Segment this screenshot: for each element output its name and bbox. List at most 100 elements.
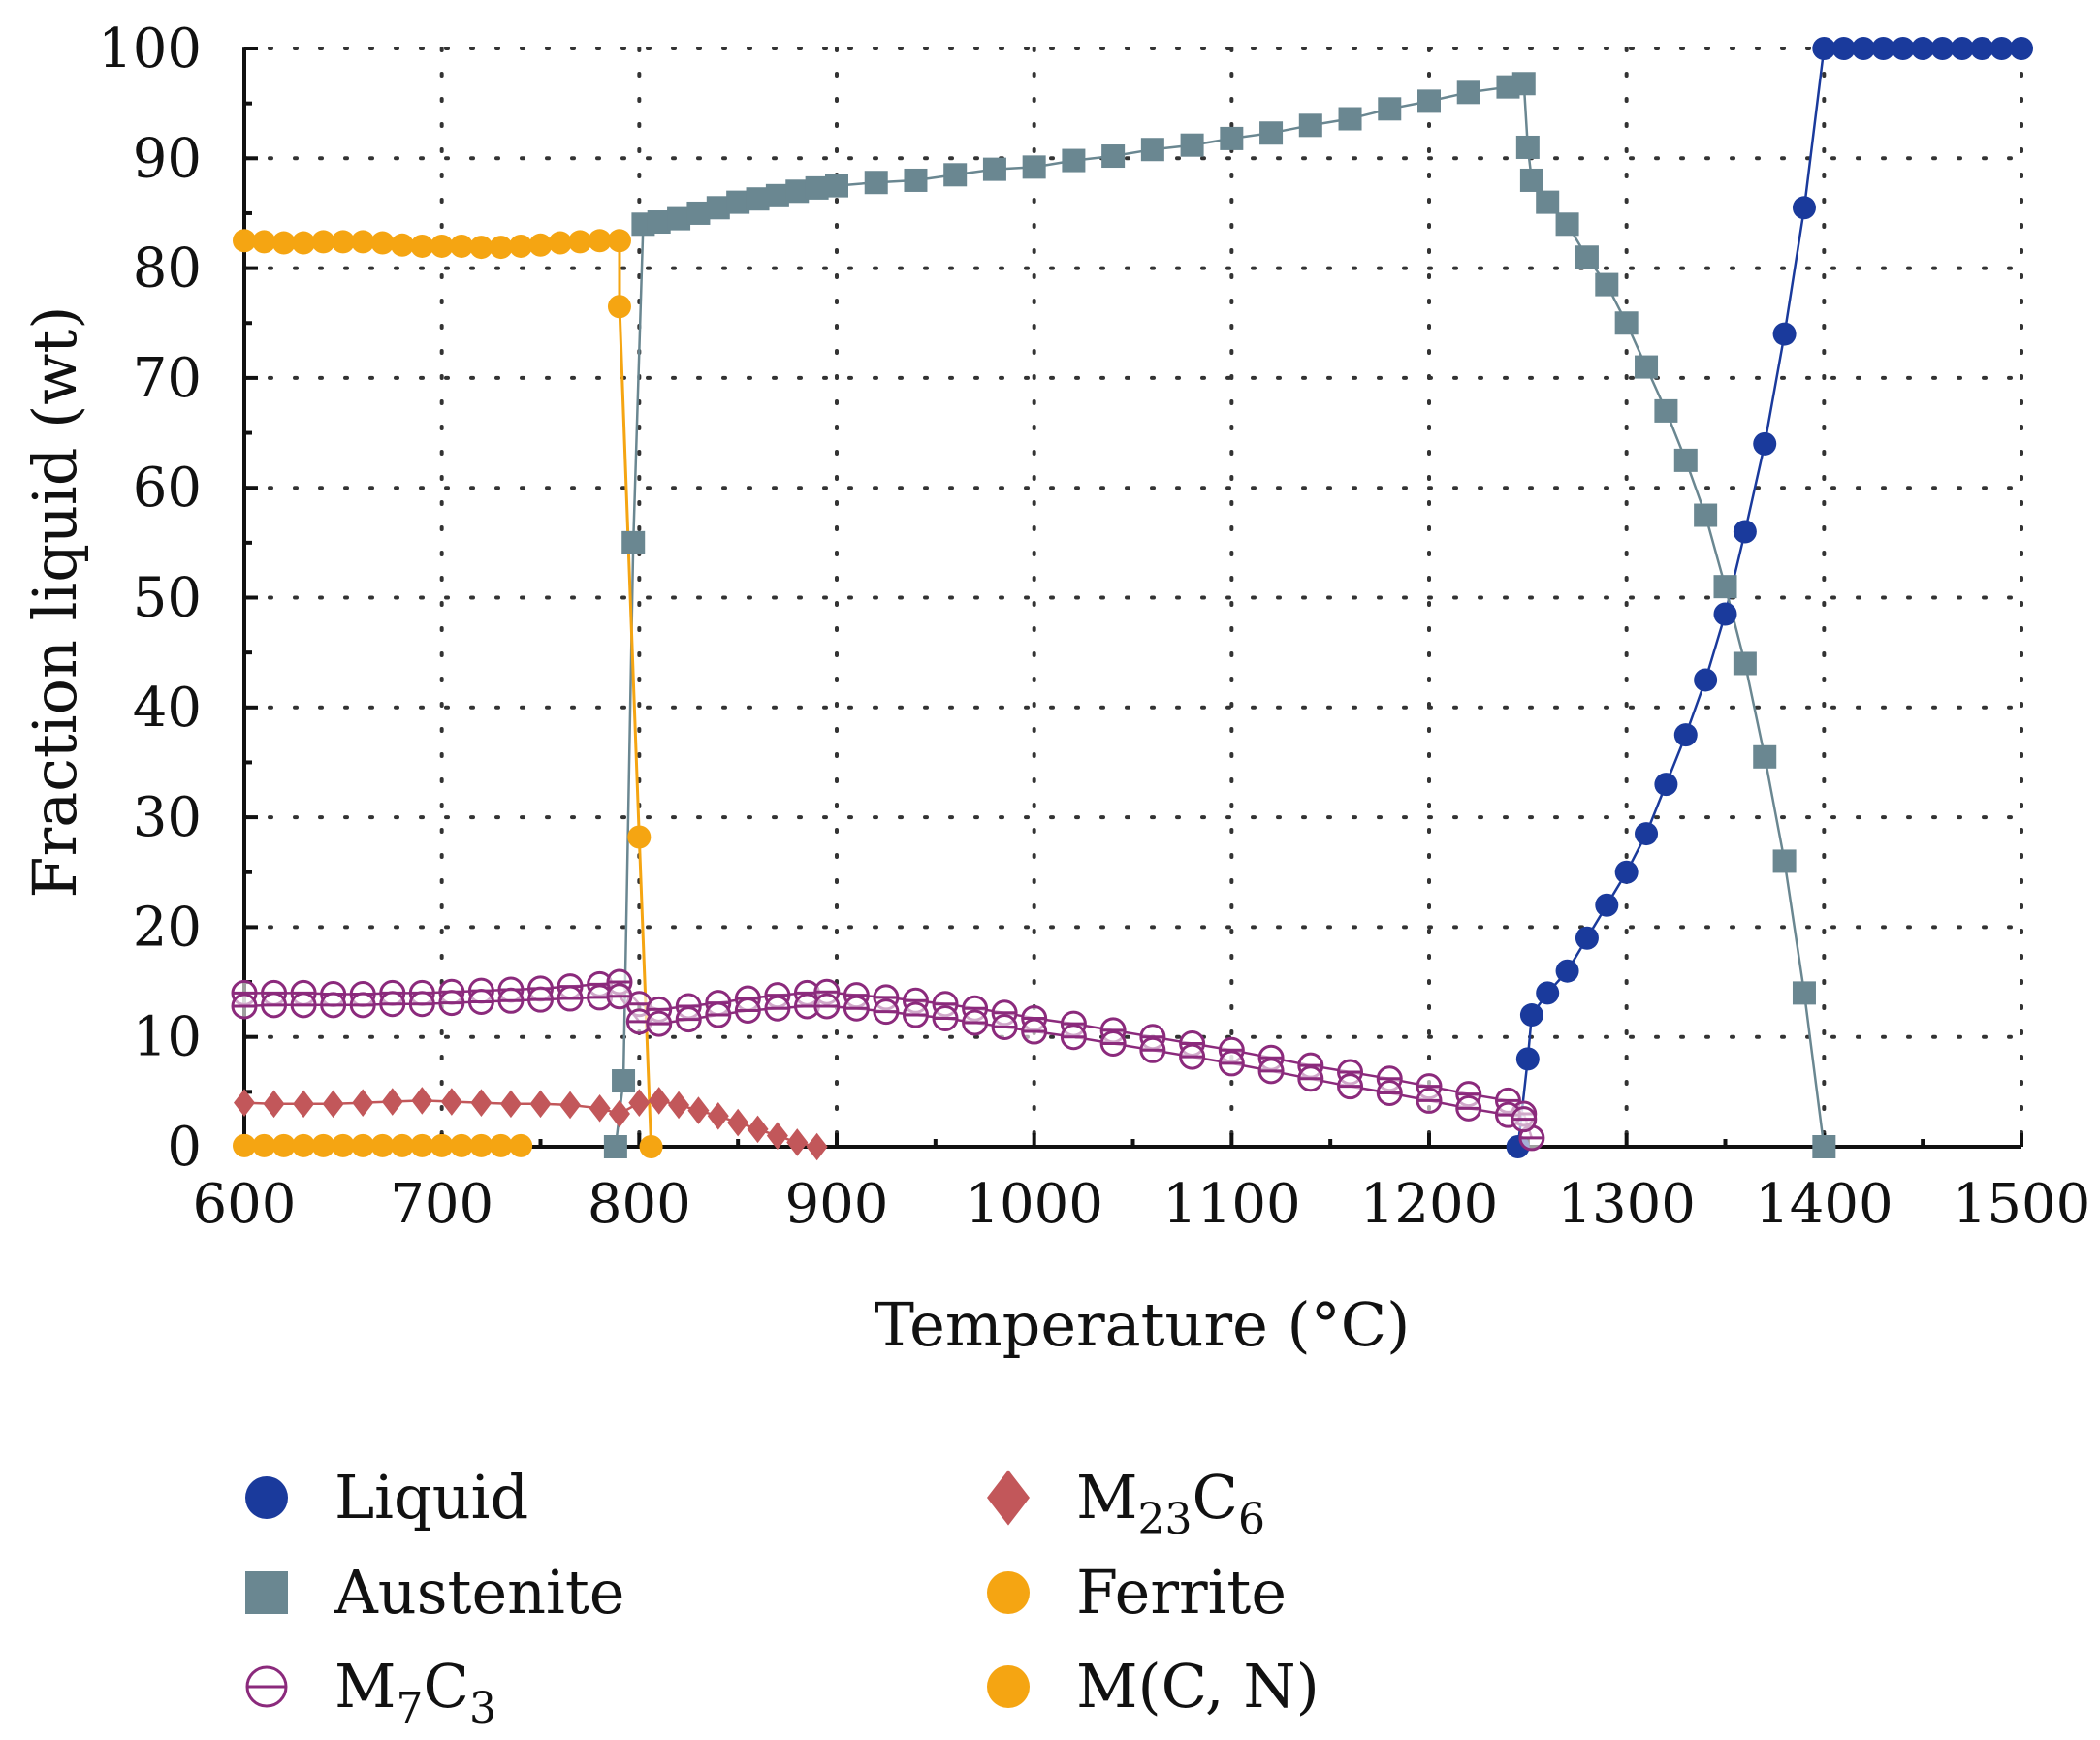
series-points xyxy=(231,37,2033,1161)
y-tick-label: 10 xyxy=(133,1006,202,1069)
y-axis-title: Fraction liquid (wt) xyxy=(19,306,90,899)
data-point xyxy=(1950,37,1974,60)
legend-item: Liquid xyxy=(245,1462,528,1533)
data-point xyxy=(1673,448,1698,472)
data-point xyxy=(322,1090,344,1119)
data-point xyxy=(1338,107,1362,131)
data-point xyxy=(646,1010,673,1037)
legend-label-subscript: 3 xyxy=(469,1684,496,1733)
data-point xyxy=(231,993,258,1020)
data-point xyxy=(1519,168,1543,192)
data-point xyxy=(686,201,711,225)
data-point xyxy=(1099,1029,1127,1057)
legend-label: M7C3 xyxy=(334,1651,496,1733)
data-point xyxy=(331,1133,355,1157)
data-point xyxy=(1989,37,2014,60)
data-point xyxy=(320,992,347,1019)
data-point xyxy=(557,985,584,1012)
data-point xyxy=(489,236,513,260)
y-tick-label: 60 xyxy=(133,457,202,520)
data-point xyxy=(606,983,633,1010)
data-point xyxy=(1614,860,1639,884)
data-point xyxy=(390,233,414,257)
y-tick-label: 20 xyxy=(133,896,202,959)
series-group xyxy=(233,1133,533,1157)
data-point xyxy=(293,1090,315,1119)
legend-item: Austenite xyxy=(245,1557,625,1628)
data-point xyxy=(440,1088,462,1116)
legend-swatch xyxy=(987,1470,1030,1526)
data-point xyxy=(1259,121,1284,145)
legend-label-part: M(C, N) xyxy=(1076,1651,1320,1722)
data-point xyxy=(450,234,474,258)
data-point xyxy=(1220,126,1244,150)
legend-label-subscript: 23 xyxy=(1137,1495,1192,1544)
data-point xyxy=(527,986,554,1013)
data-point xyxy=(705,1001,732,1028)
data-point xyxy=(1713,602,1737,626)
y-tick-label: 50 xyxy=(133,567,202,630)
data-point xyxy=(351,230,375,254)
data-point xyxy=(1852,37,1876,60)
y-tick-label: 30 xyxy=(133,786,202,849)
legend-item: M7C3 xyxy=(245,1651,496,1733)
data-point xyxy=(1694,668,1718,692)
data-point xyxy=(1555,959,1579,983)
data-point xyxy=(489,1133,513,1157)
data-point xyxy=(548,231,572,255)
data-point xyxy=(628,1089,651,1117)
data-point xyxy=(252,1133,276,1157)
data-point xyxy=(589,1094,611,1123)
data-point xyxy=(1218,1050,1245,1077)
data-point xyxy=(825,174,848,198)
legend-label-part: M xyxy=(334,1651,396,1722)
data-point xyxy=(1180,133,1204,157)
data-point xyxy=(470,1089,493,1117)
y-tick-label: 90 xyxy=(133,127,202,190)
data-point xyxy=(864,171,888,195)
legend-swatch xyxy=(245,1476,288,1519)
legend-label-part: C xyxy=(423,1651,468,1722)
data-point xyxy=(873,998,900,1026)
data-point xyxy=(1519,1003,1543,1028)
data-point xyxy=(607,295,631,319)
data-point xyxy=(1673,723,1698,747)
data-point xyxy=(1635,822,1659,846)
data-point xyxy=(1455,1094,1482,1122)
series-group xyxy=(603,72,1836,1158)
data-point xyxy=(352,1089,374,1117)
data-point xyxy=(430,234,454,258)
data-point xyxy=(469,1133,493,1157)
data-point xyxy=(1792,196,1816,220)
legend-label-part: Ferrite xyxy=(1076,1557,1287,1628)
data-point xyxy=(1635,355,1659,379)
data-point xyxy=(261,992,288,1019)
data-point xyxy=(1930,37,1955,60)
data-point xyxy=(234,1089,255,1117)
data-point xyxy=(1753,431,1777,456)
data-point xyxy=(647,210,671,235)
data-point xyxy=(568,230,592,254)
legend-label-part: Liquid xyxy=(334,1462,528,1533)
data-point xyxy=(1812,37,1836,60)
data-point xyxy=(233,229,256,253)
data-point xyxy=(1456,80,1480,105)
data-point xyxy=(1555,212,1579,237)
data-point xyxy=(667,206,691,231)
data-point xyxy=(1376,1079,1403,1106)
data-point xyxy=(747,1115,769,1144)
data-point xyxy=(1812,1135,1836,1158)
data-point xyxy=(766,1122,788,1150)
series-group xyxy=(233,229,663,1158)
legend-label-part: M xyxy=(1076,1462,1137,1533)
data-point xyxy=(450,1133,474,1157)
data-point xyxy=(438,990,465,1017)
data-point xyxy=(349,992,376,1019)
series-group xyxy=(234,1087,828,1161)
legend-item: M(C, N) xyxy=(987,1651,1320,1722)
data-point xyxy=(1911,37,1935,60)
data-point xyxy=(603,1135,627,1158)
data-point xyxy=(1595,272,1619,297)
legend-label: M23C6 xyxy=(1076,1462,1265,1544)
